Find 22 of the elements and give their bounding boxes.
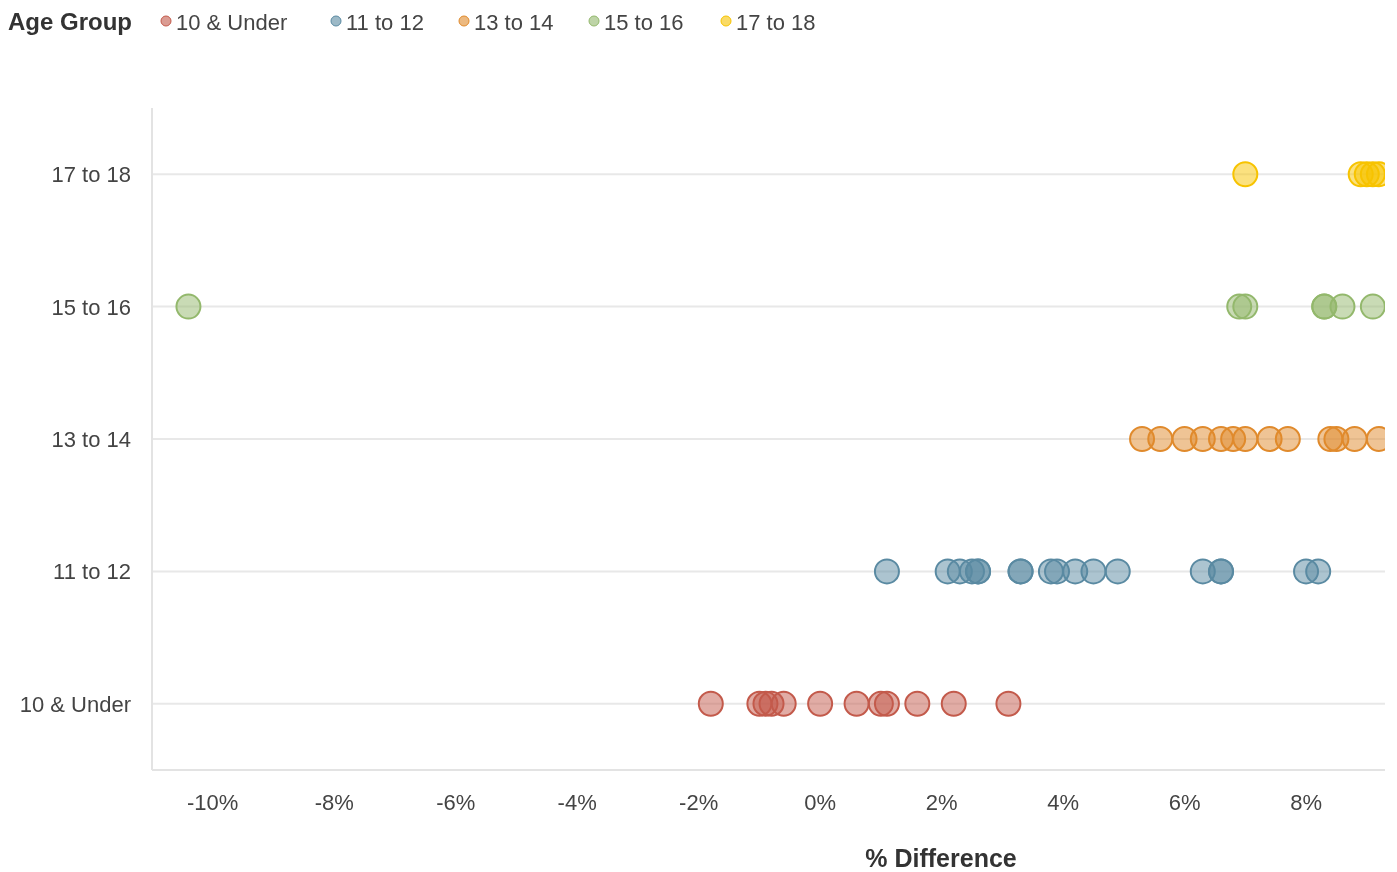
x-tick-label: 8% [1290,790,1322,815]
legend-label: 11 to 12 [346,10,424,35]
x-axis-title: % Difference [865,844,1017,872]
x-tick-label: 2% [925,790,958,815]
y-tick-label: 13 to 14 [51,427,131,452]
x-tick-label: 4% [1047,790,1079,815]
legend-title: Age Group [8,8,132,35]
x-tick-label: -2% [679,790,719,815]
y-tick-label: 15 to 16 [51,294,131,320]
x-tick-label: 0% [804,790,837,815]
y-tick-label: 17 to 18 [51,162,131,188]
x-tick-label: 6% [1168,790,1201,815]
y-tick-label: 10 & Under [19,691,131,717]
x-tick-label: -8% [314,790,354,815]
x-tick-label: -6% [436,790,476,815]
y-tick-label: 11 to 12 [53,559,131,585]
legend-label: 15 to 16 [604,10,684,35]
x-tick-label: -4% [557,790,597,815]
x-tick-label: -10% [187,790,239,815]
legend-label: 10 & Under [176,10,288,35]
legend-label: 17 to 18 [736,10,816,35]
legend-label: 13 to 14 [474,10,554,35]
